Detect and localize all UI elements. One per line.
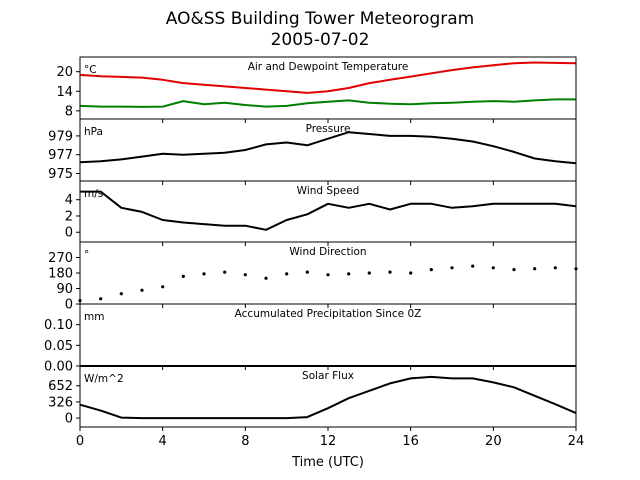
- panel-unit-label: °C: [84, 64, 97, 76]
- x-axis-label: Time (UTC): [291, 455, 364, 470]
- series-line-wind_speed: [80, 190, 577, 231]
- y-tick-label: 4: [65, 193, 73, 208]
- x-tick-label: 4: [159, 434, 167, 449]
- data-point-wind_direction: [409, 271, 413, 275]
- x-tick-label: 12: [320, 434, 337, 449]
- y-tick-label: 979: [48, 129, 73, 144]
- data-point-wind_direction: [305, 270, 309, 274]
- data-point-wind_direction: [491, 266, 495, 270]
- data-point-wind_direction: [388, 270, 392, 274]
- panel-1: 975 977 979 Pressure hPa: [48, 118, 577, 185]
- y-tick-label: 977: [48, 148, 73, 163]
- y-tick-label: 0: [65, 226, 73, 241]
- series-line-pressure: [79, 131, 577, 165]
- data-point-wind_direction: [512, 268, 516, 272]
- panel-title: Pressure: [306, 123, 351, 135]
- y-tick-label: 8: [65, 104, 73, 119]
- x-tick-label: 8: [241, 434, 249, 449]
- panel-title: Accumulated Precipitation Since 0Z: [235, 308, 422, 320]
- data-point-wind_direction: [285, 272, 289, 276]
- data-point-wind_direction: [99, 297, 103, 301]
- y-tick-label: 270: [48, 251, 73, 266]
- data-point-wind_direction: [161, 285, 165, 289]
- data-point-wind_direction: [223, 270, 227, 274]
- panel-title: Solar Flux: [302, 370, 354, 382]
- y-tick-label: 0: [65, 412, 73, 427]
- figure-title: AO&SS Building Tower Meteorogram: [166, 9, 474, 29]
- y-tick-label: 20: [56, 65, 73, 80]
- y-tick-label: 652: [48, 379, 73, 394]
- y-tick-label: 14: [56, 85, 73, 100]
- data-point-wind_direction: [471, 264, 475, 268]
- data-point-wind_direction: [202, 272, 206, 276]
- panel-unit-label: °: [84, 249, 89, 261]
- panel-title: Wind Direction: [289, 246, 366, 258]
- series-line-solar_flux: [79, 375, 577, 420]
- y-tick-label: 180: [48, 267, 73, 282]
- panel-unit-label: m/s: [84, 188, 103, 200]
- panel-unit-label: W/m^2: [84, 373, 124, 385]
- data-point-wind_direction: [367, 271, 371, 275]
- y-tick-label: 2: [65, 209, 73, 224]
- data-point-wind_direction: [450, 266, 454, 270]
- data-point-wind_direction: [533, 267, 537, 271]
- data-point-wind_direction: [181, 274, 185, 278]
- x-tick-label: 24: [568, 434, 585, 449]
- y-tick-label: 326: [48, 395, 73, 410]
- panel-2: 0 24 Wind Speed m/s: [65, 180, 577, 246]
- y-tick-label: 0.00: [44, 360, 73, 375]
- x-tick-label: 0: [76, 434, 84, 449]
- y-tick-label: 0.10: [44, 318, 73, 333]
- data-point-wind_direction: [140, 288, 144, 292]
- data-point-wind_direction: [243, 273, 247, 277]
- panel-unit-label: hPa: [84, 126, 103, 138]
- panel-unit-label: mm: [84, 311, 104, 323]
- data-point-wind_direction: [429, 268, 433, 272]
- y-tick-label: 975: [48, 167, 73, 182]
- panel-title: Wind Speed: [297, 185, 360, 197]
- panel-0: 8 14 20 Air and Dewpoint Temperature °C: [56, 56, 577, 123]
- panel-4: 0.00 0.05 0.10 Accumulated Precipitation Si…: [44, 303, 577, 375]
- series-line-dewpoint: [79, 98, 576, 108]
- data-point-wind_direction: [119, 292, 123, 296]
- figure-subtitle: 2005-07-02: [271, 30, 370, 50]
- x-tick-label: 16: [402, 434, 419, 449]
- data-point-wind_direction: [347, 272, 351, 276]
- series-line-temperature: [79, 61, 577, 94]
- x-tick-label: 20: [485, 434, 502, 449]
- y-tick-label: 0: [65, 298, 73, 313]
- y-tick-label: 0.05: [44, 339, 73, 354]
- data-point-wind_direction: [326, 273, 330, 277]
- data-point-wind_direction: [553, 266, 557, 270]
- y-tick-label: 90: [56, 282, 73, 297]
- panel-title: Air and Dewpoint Temperature: [248, 61, 409, 73]
- data-point-wind_direction: [264, 276, 268, 280]
